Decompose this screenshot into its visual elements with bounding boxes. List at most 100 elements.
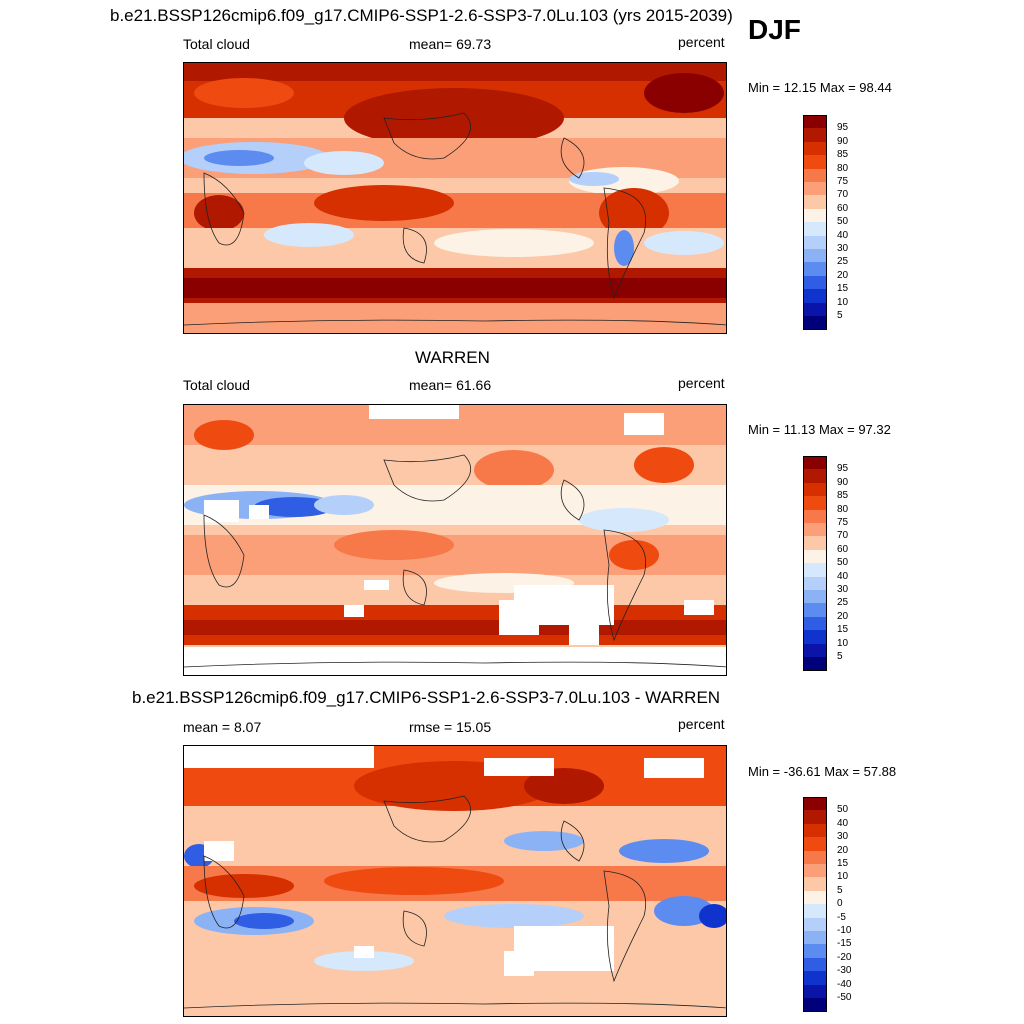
mean-label: mean = 8.07 (183, 719, 262, 735)
colorbar-swatch (803, 877, 827, 892)
colorbar-level-label: 60 (837, 202, 849, 214)
colorbar-level-label: 40 (837, 817, 849, 829)
colorbar-swatch (803, 657, 827, 671)
panel-title: b.e21.BSSP126cmip6.f09_g17.CMIP6-SSP1-2.… (132, 688, 721, 707)
colorbar-swatch (803, 496, 827, 511)
colorbar-level-label: 20 (837, 269, 849, 281)
colorbar-level-label: 95 (837, 463, 849, 475)
colorbar-level-label: 5 (837, 884, 843, 896)
colorbar-swatch (803, 549, 827, 564)
colorbar-swatch (803, 249, 827, 263)
colorbar-swatch (803, 576, 827, 591)
colorbar-level-label: 30 (837, 831, 849, 843)
colorbar-level-label: 85 (837, 490, 849, 502)
colorbar-swatch (803, 998, 827, 1012)
colorbar-swatch (803, 289, 827, 304)
colorbar-swatch (803, 141, 827, 156)
map-total-cloud-difference (183, 745, 727, 1017)
colorbar-level-label: -15 (837, 938, 852, 950)
colorbar-swatch (803, 643, 827, 658)
colorbar-level-label: 5 (837, 651, 843, 662)
colorbar-level-label: 75 (837, 176, 849, 187)
mean-label: mean= 69.73 (409, 36, 492, 52)
minmax-label: Min = -36.61 Max = 57.88 (748, 764, 897, 779)
colorbar-swatch (803, 316, 827, 330)
colorbar-swatch (803, 536, 827, 551)
colorbar-level-label: 75 (837, 517, 849, 528)
colorbar-level-label: -50 (837, 992, 852, 1003)
colorbar-level-label: 30 (837, 243, 849, 254)
colorbar-level-label: 80 (837, 503, 849, 515)
panel-title: b.e21.BSSP126cmip6.f09_g17.CMIP6-SSP1-2.… (110, 6, 733, 25)
colorbar-level-label: 25 (837, 597, 849, 609)
colorbar-swatch (803, 944, 827, 959)
colorbar-swatch (803, 182, 827, 196)
colorbar-level-label: 50 (837, 804, 849, 816)
colorbar-level-label: 15 (837, 624, 849, 636)
colorbar-swatch (803, 509, 827, 524)
colorbar-swatch (803, 957, 827, 972)
colorbar-level-label: 95 (837, 122, 849, 134)
colorbar-swatch (803, 823, 827, 838)
minmax-label: Min = 11.13 Max = 97.32 (748, 422, 891, 437)
map-total-cloud-obs (183, 404, 727, 676)
variable-label: Total cloud (183, 377, 250, 393)
colorbar-level-label: 70 (837, 530, 849, 542)
units-label: percent (678, 716, 725, 732)
colorbar-swatch (803, 482, 827, 497)
colorbar-level-label: -20 (837, 951, 852, 963)
colorbar-level-label: -10 (837, 925, 852, 936)
colorbar-swatch (803, 971, 827, 986)
colorbar-swatch (803, 262, 827, 277)
colorbar-swatch (803, 890, 827, 905)
colorbar-swatch (803, 984, 827, 999)
colorbar-level-label: 25 (837, 256, 849, 268)
colorbar-level-label: 90 (837, 135, 849, 147)
colorbar-level-label: 10 (837, 637, 849, 649)
colorbar-swatch (803, 235, 827, 250)
colorbar-level-label: 85 (837, 149, 849, 161)
colorbar-level-label: 15 (837, 858, 849, 869)
variable-label: Total cloud (183, 36, 250, 52)
colorbar-obs: 95 90 85 80 75 70 60 50 40 30 25 20 15 10 5 (803, 456, 848, 671)
colorbar-level-label: -30 (837, 965, 852, 977)
colorbar-swatch (803, 864, 827, 878)
colorbar-level-label: 20 (837, 844, 849, 856)
colorbar-level-label: 20 (837, 610, 849, 622)
colorbar-swatch (803, 469, 827, 484)
colorbar-level-label: 10 (837, 871, 849, 883)
colorbar-swatch (803, 195, 827, 210)
panel-title: WARREN (415, 348, 490, 367)
colorbar-swatch (803, 810, 827, 825)
colorbar-level-label: 10 (837, 296, 849, 308)
colorbar-level-label: 50 (837, 557, 849, 569)
colorbar-swatch (803, 917, 827, 932)
colorbar-swatch (803, 523, 827, 537)
colorbar-swatch (803, 590, 827, 604)
colorbar-swatch (803, 275, 827, 290)
colorbar-swatch (803, 128, 827, 143)
colorbar-level-label: 30 (837, 584, 849, 595)
colorbar-swatch (803, 155, 827, 170)
colorbar-level-label: 80 (837, 162, 849, 174)
colorbar-level-label: -40 (837, 978, 852, 990)
colorbar-level-label: 5 (837, 310, 843, 321)
colorbar-swatch (803, 603, 827, 618)
colorbar-level-label: -5 (837, 911, 846, 923)
map-total-cloud-model (183, 62, 727, 334)
colorbar-swatch (803, 456, 827, 470)
colorbar-difference: 50 40 30 20 15 10 5 0 -5 -10 -15 -20 -30 -40 -50 (803, 797, 851, 1012)
colorbar-swatch (803, 208, 827, 223)
colorbar-level-label: 40 (837, 570, 849, 582)
colorbar-level-label: 90 (837, 476, 849, 488)
colorbar-swatch (803, 616, 827, 631)
colorbar-level-label: 15 (837, 283, 849, 295)
colorbar-level-label: 60 (837, 543, 849, 555)
rmse-label: rmse = 15.05 (409, 719, 492, 735)
season-label: DJF (748, 14, 801, 45)
units-label: percent (678, 34, 725, 50)
colorbar-swatch (803, 797, 827, 811)
colorbar-level-label: 70 (837, 189, 849, 201)
colorbar-swatch (803, 931, 827, 945)
colorbar-swatch (803, 115, 827, 129)
